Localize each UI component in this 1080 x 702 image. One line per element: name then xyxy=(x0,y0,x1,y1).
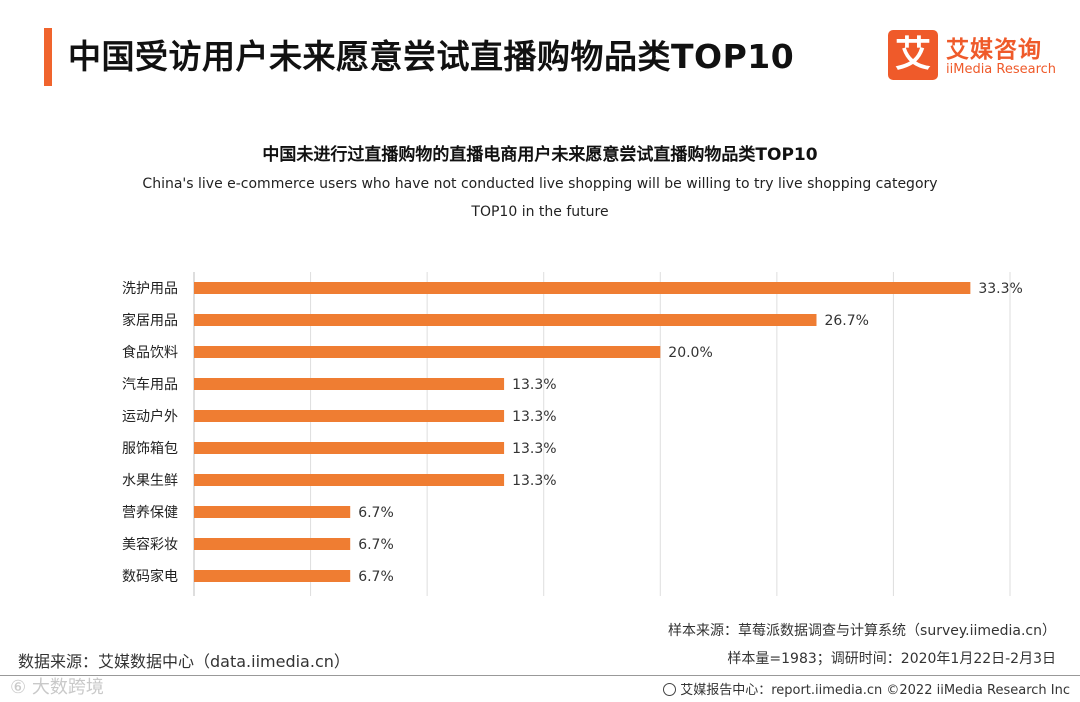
value-label: 13.3% xyxy=(512,441,556,457)
bar xyxy=(194,538,351,550)
category-label: 家居用品 xyxy=(122,312,178,329)
page-title: 中国受访用户未来愿意尝试直播购物品类TOP10 xyxy=(68,37,795,76)
value-label: 13.3% xyxy=(512,473,556,489)
category-label: 食品饮料 xyxy=(122,344,178,361)
bar xyxy=(194,378,505,390)
bar xyxy=(194,570,351,582)
iimedia-logo: 艾 艾媒咨询 iiMedia Research xyxy=(888,30,1063,82)
category-label: 水果生鲜 xyxy=(122,473,178,489)
value-label: 26.7% xyxy=(824,313,868,329)
globe-icon xyxy=(663,683,677,696)
bar-chart: 洗护用品 33.3% 家居用品 26.7% 食品饮料 20.0% 汽车用品 13.3% 运动户外… xyxy=(122,272,1023,596)
category-label: 汽车用品 xyxy=(122,376,178,393)
category-label: 美容彩妆 xyxy=(122,536,178,553)
footer-divider xyxy=(0,675,1080,676)
value-label: 13.3% xyxy=(512,377,556,393)
title-accent-bar xyxy=(44,28,52,86)
bar xyxy=(194,314,817,326)
watermark: ⑥ 大数跨境 xyxy=(10,677,104,698)
logo-mark: 艾 xyxy=(888,30,938,80)
value-label: 13.3% xyxy=(512,409,556,425)
sample-source: 样本来源：草莓派数据调查与计算系统（survey.iimedia.cn） xyxy=(668,623,1056,639)
category-label: 数码家电 xyxy=(122,568,178,585)
bar xyxy=(194,346,661,358)
bar xyxy=(194,474,505,486)
bar xyxy=(194,282,971,294)
logo-text-cn: 艾媒咨询 xyxy=(946,37,1042,63)
data-source: 数据来源：艾媒数据中心（data.iimedia.cn） xyxy=(18,652,350,671)
chart-title: 中国未进行过直播购物的直播电商用户未来愿意尝试直播购物品类TOP10 xyxy=(262,145,818,165)
value-label: 6.7% xyxy=(358,569,394,585)
value-label: 20.0% xyxy=(668,345,712,361)
bar xyxy=(194,442,505,454)
bar xyxy=(194,506,351,518)
category-label: 营养保健 xyxy=(122,505,178,521)
report-center: 艾媒报告中心：report.iimedia.cn ©2022 iiMedia R… xyxy=(663,679,1070,698)
sample-size: 样本量=1983；调研时间：2020年1月22日-2月3日 xyxy=(727,651,1056,667)
value-label: 6.7% xyxy=(358,537,394,553)
logo-text-en: iiMedia Research xyxy=(946,62,1057,77)
chart-subtitle: China's live e-commerce users who have n… xyxy=(142,176,938,220)
value-label: 33.3% xyxy=(978,281,1022,297)
category-label: 洗护用品 xyxy=(122,281,178,297)
bar xyxy=(194,410,505,422)
category-label: 运动户外 xyxy=(122,408,178,425)
value-label: 6.7% xyxy=(358,505,394,521)
category-label: 服饰箱包 xyxy=(122,441,178,457)
report-center-text: 艾媒报告中心：report.iimedia.cn ©2022 iiMedia R… xyxy=(680,683,1070,698)
